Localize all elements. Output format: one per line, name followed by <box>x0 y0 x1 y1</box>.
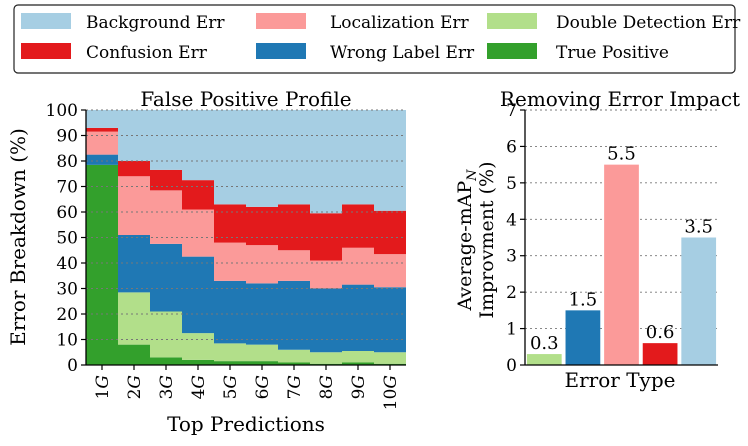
error-impact-chart: Removing Error Impact 0.3 1.5 5.5 0.6 3.5 0 1… <box>454 87 740 392</box>
x-tick-label: 1G <box>93 375 113 399</box>
area-confusion-err <box>86 127 406 261</box>
error-impact-y-label-main: Average-mAP <box>454 181 476 312</box>
x-tick-label: 4G <box>189 375 209 399</box>
legend-swatch-double <box>487 13 537 29</box>
y-tick-label: 70 <box>56 178 78 198</box>
y-tick-label: 100 <box>46 101 78 121</box>
legend-frame <box>13 4 736 74</box>
fp-profile-x-label: Top Predictions <box>167 412 325 436</box>
y-tick-label: 5 <box>506 174 517 194</box>
y-tick-label: 1 <box>506 320 517 340</box>
y-tick-label: 20 <box>56 305 78 325</box>
legend-label-wrong-label: Wrong Label Err <box>330 43 475 63</box>
error-impact-y-label: Average-mAPN Improvment (%) <box>454 162 498 319</box>
fp-profile-y-ticks: 0 10 20 30 40 50 60 70 80 90 100 <box>46 101 86 376</box>
fp-profile-grid <box>86 109 406 340</box>
legend-entry-double: Double Detection Err <box>487 13 741 33</box>
y-tick-label: 7 <box>506 101 517 121</box>
bar-confusion-err <box>642 343 678 365</box>
legend-label-true-positive: True Positive <box>556 43 669 63</box>
error-impact-value-labels: 0.3 1.5 5.5 0.6 3.5 <box>530 144 713 354</box>
fp-profile-x-ticks: 1G 2G 3G 4G 5G 6G 7G 8G 9G 10G <box>93 365 401 410</box>
x-tick-label: 7G <box>285 375 305 399</box>
y-tick-label: 10 <box>56 331 78 351</box>
x-tick-label: 6G <box>253 375 273 399</box>
legend-label-background: Background Err <box>86 13 225 33</box>
legend-swatch-localization <box>256 13 306 29</box>
x-tick-label: 5G <box>221 375 241 399</box>
bar-value-label: 0.6 <box>646 322 675 343</box>
bar-value-label: 3.5 <box>684 217 713 238</box>
bar-localization-err <box>604 164 639 365</box>
error-impact-y-label-line1: Average-mAPN <box>454 169 480 312</box>
y-tick-label: 50 <box>56 229 78 249</box>
fp-profile-title: False Positive Profile <box>140 87 351 111</box>
y-tick-label: 60 <box>56 203 78 223</box>
area-wrong-label-err <box>86 154 406 353</box>
legend-label-confusion: Confusion Err <box>86 43 208 63</box>
legend-entry-localization: Localization Err <box>256 13 470 33</box>
legend-swatch-wrong-label <box>256 43 306 59</box>
legend-swatch-confusion <box>21 43 71 59</box>
legend-swatch-background <box>21 13 71 29</box>
x-tick-label: 9G <box>349 375 369 399</box>
y-tick-label: 80 <box>56 152 78 172</box>
legend-swatch-true-positive <box>487 43 537 59</box>
error-impact-title: Removing Error Impact <box>500 87 740 111</box>
bar-double-detection-err <box>526 354 562 365</box>
y-tick-label: 2 <box>506 283 517 303</box>
error-impact-y-label-line2: Improvment (%) <box>476 162 498 319</box>
error-impact-y-label-subscript: N <box>465 169 480 182</box>
error-impact-y-ticks: 0 1 2 3 4 5 6 7 <box>506 101 525 376</box>
error-impact-bars <box>526 164 717 365</box>
legend-label-localization: Localization Err <box>330 13 470 33</box>
legend-entry-true-positive: True Positive <box>487 43 669 63</box>
y-tick-label: 6 <box>506 137 517 157</box>
bar-value-label: 5.5 <box>607 144 636 165</box>
bar-value-label: 1.5 <box>569 289 598 310</box>
legend-entry-confusion: Confusion Err <box>21 43 208 63</box>
bar-background-err <box>681 237 717 365</box>
y-tick-label: 0 <box>506 356 517 376</box>
bar-wrong-label-err <box>565 310 601 365</box>
legend: Background Err Localization Err Double D… <box>13 4 741 74</box>
y-tick-label: 40 <box>56 254 78 274</box>
y-tick-label: 30 <box>56 280 78 300</box>
legend-label-double: Double Detection Err <box>556 13 741 33</box>
legend-entry-wrong-label: Wrong Label Err <box>256 43 475 63</box>
legend-entry-background: Background Err <box>21 13 225 33</box>
x-tick-label: 2G <box>125 375 145 399</box>
bar-value-label: 0.3 <box>530 333 559 354</box>
fp-profile-chart: False Positive Profile 0 10 20 30 40 50 60 70 80… <box>6 87 406 436</box>
y-tick-label: 90 <box>56 127 78 147</box>
y-tick-label: 4 <box>506 210 517 230</box>
y-tick-label: 3 <box>506 247 517 267</box>
x-tick-label: 3G <box>157 375 177 399</box>
y-tick-label: 0 <box>67 356 78 376</box>
error-impact-x-label: Error Type <box>565 368 676 392</box>
x-tick-label: 8G <box>317 375 337 399</box>
x-tick-label: 10G <box>381 375 401 410</box>
fp-profile-y-label: Error Breakdown (%) <box>6 128 30 346</box>
